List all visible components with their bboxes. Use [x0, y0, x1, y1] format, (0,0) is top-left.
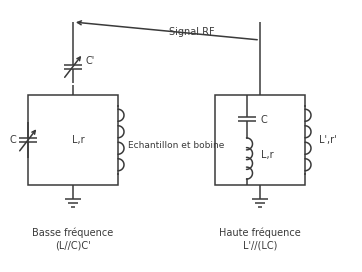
Bar: [28, 95, 118, 185]
Text: Signal RF: Signal RF: [169, 27, 214, 37]
Text: C': C': [85, 57, 94, 66]
Text: Haute fréquence: Haute fréquence: [219, 228, 301, 239]
Text: L',r': L',r': [319, 135, 337, 145]
Text: L,r: L,r: [261, 150, 273, 160]
Text: L,r: L,r: [72, 135, 84, 145]
Text: C: C: [9, 135, 16, 145]
Text: C: C: [261, 115, 267, 125]
Bar: [215, 95, 305, 185]
Text: Basse fréquence: Basse fréquence: [32, 228, 114, 239]
Text: Echantillon et bobine: Echantillon et bobine: [128, 141, 224, 150]
Text: (L//C)C': (L//C)C': [55, 240, 91, 250]
Text: L'//(LC): L'//(LC): [243, 240, 277, 250]
